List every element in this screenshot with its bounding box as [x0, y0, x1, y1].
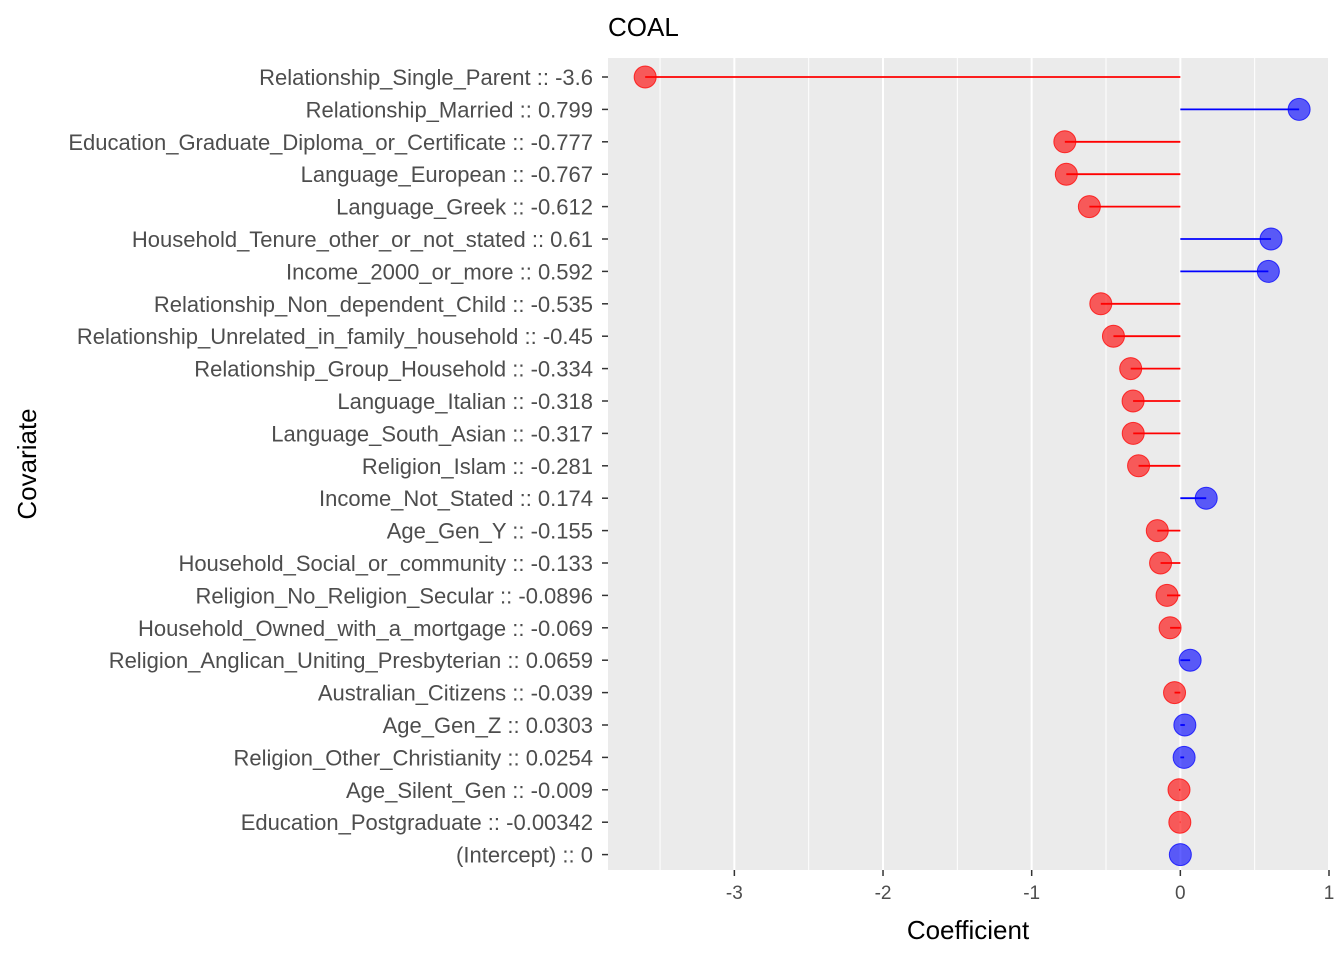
- x-axis-ticks: -3 -2 -1 0 1: [726, 870, 1334, 904]
- covariate-label: Income_Not_Stated :: 0.174: [319, 486, 593, 511]
- covariate-label: Relationship_Group_Household :: -0.334: [194, 357, 593, 382]
- x-tick-label: -3: [726, 883, 743, 904]
- covariate-label: Religion_No_Religion_Secular :: -0.0896: [196, 583, 593, 608]
- covariate-label: Language_Greek :: -0.612: [336, 195, 593, 220]
- plot-panel: [608, 58, 1329, 870]
- lollipop-point: [1119, 357, 1143, 381]
- lollipop-point: [1194, 486, 1218, 510]
- lollipop-point: [1121, 421, 1145, 445]
- covariate-label: (Intercept) :: 0: [456, 843, 593, 868]
- lollipop-point: [1287, 97, 1311, 121]
- minor-gridlines: [659, 58, 1256, 870]
- lollipop-point: [1259, 227, 1283, 251]
- covariate-label: Household_Social_or_community :: -0.133: [178, 551, 593, 576]
- lollipop-point: [1172, 745, 1196, 769]
- lollipop-point: [1077, 195, 1101, 219]
- covariate-label: Religion_Anglican_Uniting_Presbyterian :…: [109, 648, 593, 673]
- covariate-label: Age_Gen_Y :: -0.155: [387, 519, 593, 544]
- covariate-label: Relationship_Non_dependent_Child :: -0.5…: [154, 292, 593, 317]
- lollipop-point: [1089, 292, 1113, 316]
- covariate-label: Relationship_Married :: 0.799: [306, 97, 593, 122]
- x-axis-title: Coefficient: [907, 915, 1030, 945]
- lollipop-point: [1053, 130, 1077, 154]
- covariate-label: Religion_Islam :: -0.281: [362, 454, 593, 479]
- x-tick-label: -1: [1023, 883, 1040, 904]
- lollipop-point: [633, 65, 657, 89]
- covariate-label: Age_Silent_Gen :: -0.009: [346, 778, 593, 803]
- lollipop-point: [1101, 324, 1125, 348]
- covariate-labels: Relationship_Single_Parent :: -3.6Relati…: [68, 65, 608, 868]
- chart-title: COAL: [608, 12, 679, 42]
- lollipop-point: [1173, 713, 1197, 737]
- lollipop-points: [633, 65, 1311, 867]
- covariate-label: Income_2000_or_more :: 0.592: [286, 259, 593, 284]
- covariate-label: Age_Gen_Z :: 0.0303: [383, 713, 593, 738]
- covariate-label: Relationship_Unrelated_in_family_househo…: [77, 324, 593, 349]
- lollipop-point: [1158, 616, 1182, 640]
- lollipop-point: [1121, 389, 1145, 413]
- lollipop-point: [1155, 583, 1179, 607]
- covariate-label: Religion_Other_Christianity :: 0.0254: [233, 745, 593, 770]
- lollipop-point: [1127, 454, 1151, 478]
- lollipop-point: [1163, 681, 1187, 705]
- covariate-label: Household_Owned_with_a_mortgage :: -0.06…: [138, 616, 593, 641]
- covariate-label: Language_European :: -0.767: [301, 162, 593, 187]
- covariate-label: Language_Italian :: -0.318: [337, 389, 593, 414]
- lollipop-point: [1168, 843, 1192, 867]
- lollipop-point: [1145, 519, 1169, 543]
- lollipop-point: [1178, 648, 1202, 672]
- x-tick-label: 0: [1175, 883, 1186, 904]
- covariate-label: Education_Postgraduate :: -0.00342: [241, 810, 593, 835]
- lollipop-point: [1167, 778, 1191, 802]
- x-tick-label: -2: [875, 883, 892, 904]
- covariate-label: Language_South_Asian :: -0.317: [271, 421, 593, 446]
- x-tick-label: 1: [1324, 883, 1335, 904]
- lollipop-point: [1149, 551, 1173, 575]
- lollipop-point: [1256, 259, 1280, 283]
- lollipop-point: [1054, 162, 1078, 186]
- y-axis-title: Covariate: [12, 408, 42, 519]
- covariate-label: Household_Tenure_other_or_not_stated :: …: [132, 227, 593, 252]
- covariate-label: Australian_Citizens :: -0.039: [318, 681, 593, 706]
- lollipop-point: [1168, 810, 1192, 834]
- covariate-label: Relationship_Single_Parent :: -3.6: [259, 65, 593, 90]
- covariate-label: Education_Graduate_Diploma_or_Certificat…: [68, 130, 593, 155]
